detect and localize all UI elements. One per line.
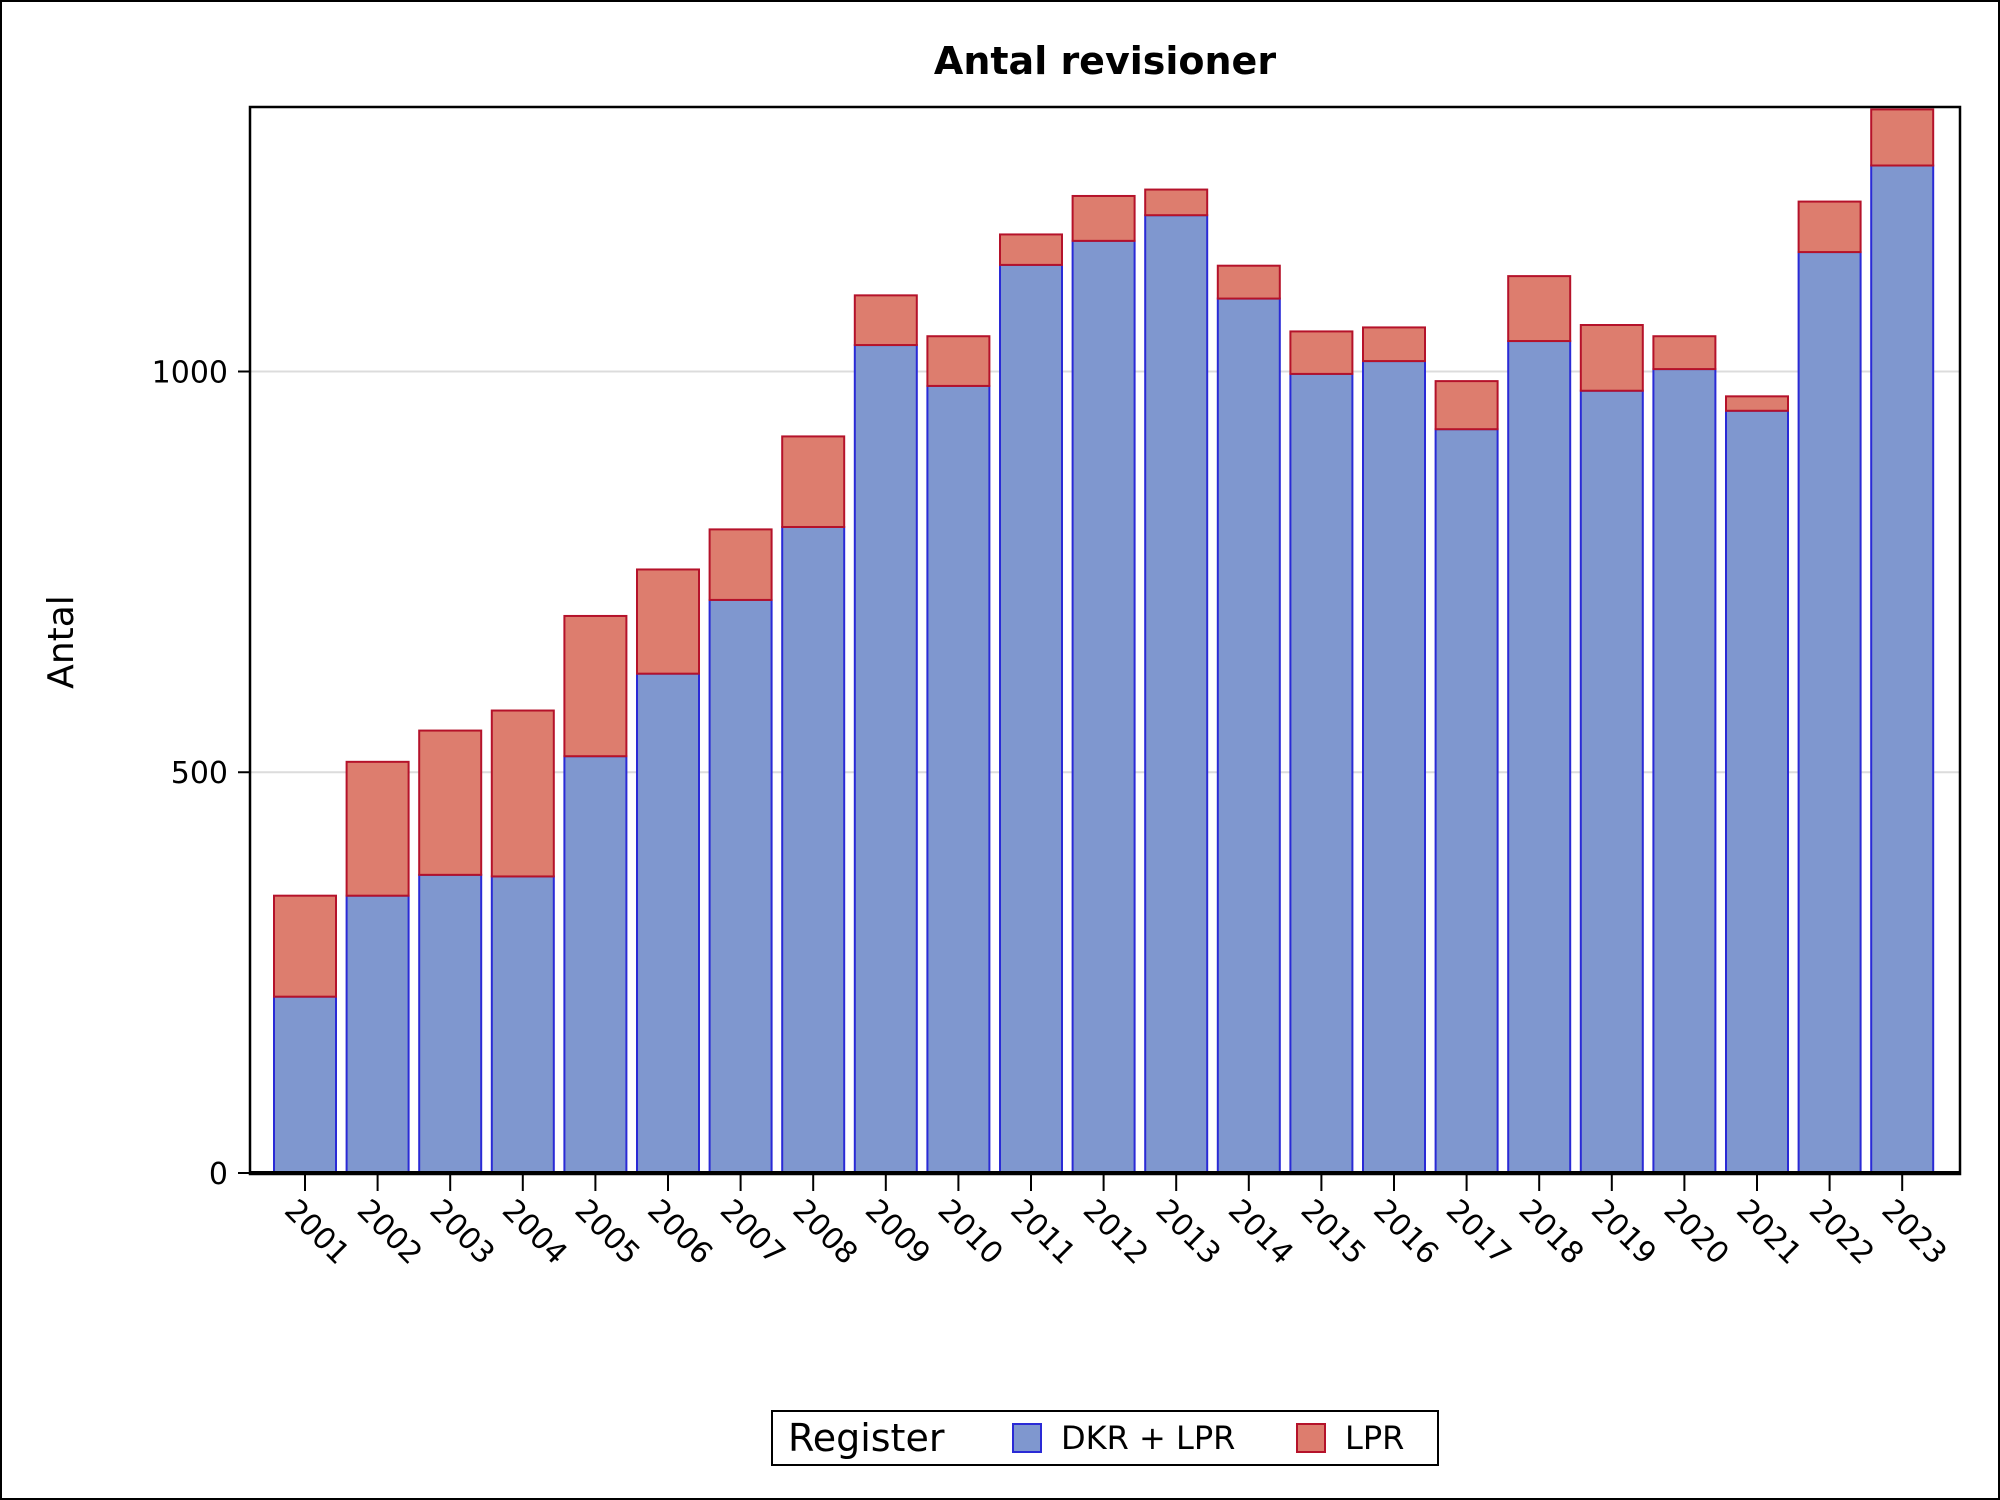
legend-label-lpr: LPR [1345, 1419, 1404, 1457]
bar-dkr-lpr [1579, 389, 1644, 1174]
bar-lpr [853, 294, 918, 347]
bar-dkr-lpr [1434, 428, 1499, 1174]
legend: Register DKR + LPR LPR [771, 1410, 1439, 1466]
x-tick-label: 2013 [1149, 1193, 1228, 1272]
y-tick-label: 500 [171, 756, 228, 791]
x-tick-label: 2018 [1512, 1193, 1591, 1272]
bar-dkr-lpr [1725, 409, 1789, 1175]
x-tick-label: 2004 [495, 1193, 574, 1272]
x-tick-label: 2003 [423, 1193, 502, 1272]
x-tick-label: 2015 [1294, 1193, 1373, 1272]
bars [273, 108, 1935, 1175]
bar-dkr-lpr [345, 894, 410, 1174]
x-tick-label: 2002 [350, 1193, 429, 1272]
x-tick-label: 2006 [640, 1193, 719, 1272]
legend-label-dkr-lpr: DKR + LPR [1061, 1419, 1235, 1457]
bar-dkr-lpr [563, 755, 628, 1174]
x-tick-label: 2010 [931, 1193, 1010, 1272]
bar-lpr [1144, 188, 1209, 217]
x-tick-label: 2008 [786, 1193, 865, 1272]
bar-lpr [636, 568, 700, 675]
bar-dkr-lpr [1797, 251, 1862, 1174]
bar-lpr [563, 614, 628, 758]
bar-lpr [999, 233, 1063, 266]
bar-dkr-lpr [490, 875, 555, 1174]
bar-lpr [926, 335, 991, 387]
legend-swatch-lpr [1296, 1423, 1326, 1453]
x-tick-label: 2005 [568, 1193, 647, 1272]
bar-dkr-lpr [1289, 372, 1354, 1174]
bar-dkr-lpr [708, 598, 773, 1174]
y-tick-label: 0 [209, 1157, 228, 1192]
chart-title: Antal revisioner [934, 39, 1276, 83]
x-tick-label: 2001 [277, 1193, 356, 1272]
bar-lpr [1434, 380, 1499, 431]
bar-dkr-lpr [273, 995, 337, 1175]
x-tick-label: 2020 [1657, 1193, 1736, 1272]
bar-dkr-lpr [781, 525, 846, 1174]
bar-lpr [273, 894, 337, 998]
x-tick-label: 2019 [1584, 1193, 1663, 1272]
bar-dkr-lpr [636, 672, 700, 1174]
bar-lpr [1507, 275, 1572, 343]
x-tick-label: 2009 [858, 1193, 937, 1272]
bar-lpr [1797, 200, 1862, 254]
x-tick-label: 2017 [1439, 1193, 1518, 1272]
bar-lpr [708, 528, 773, 601]
bar-lpr [490, 709, 555, 878]
x-tick-label: 2014 [1221, 1193, 1300, 1272]
legend-swatch-dkr-lpr [1012, 1423, 1042, 1453]
y-tick-label: 1000 [152, 355, 228, 390]
bar-dkr-lpr [1071, 239, 1136, 1174]
bar-dkr-lpr [999, 263, 1063, 1174]
legend-box [771, 1410, 1439, 1466]
x-tick-label: 2021 [1729, 1193, 1808, 1272]
legend-title: Register [788, 1416, 945, 1460]
bar-dkr-lpr [1507, 340, 1572, 1174]
bar-lpr [1362, 326, 1426, 363]
bar-dkr-lpr [418, 873, 483, 1174]
bar-lpr [1071, 194, 1136, 242]
bar-lpr [1652, 335, 1717, 371]
bar-lpr [1725, 395, 1789, 412]
bar-dkr-lpr [1652, 368, 1717, 1174]
bar-lpr [1579, 324, 1644, 392]
bar-dkr-lpr [1216, 297, 1281, 1174]
bar-dkr-lpr [1362, 360, 1426, 1174]
bar-dkr-lpr [1870, 164, 1935, 1175]
bar-lpr [1870, 108, 1935, 167]
bar-dkr-lpr [1144, 214, 1209, 1174]
x-tick-label: 2022 [1802, 1193, 1881, 1272]
bar-dkr-lpr [853, 344, 918, 1174]
y-axis-title: Antal [41, 595, 82, 689]
bar-lpr [781, 435, 846, 528]
bar-lpr [418, 729, 483, 876]
x-tick-label: 2007 [713, 1193, 792, 1272]
x-tick-label: 2012 [1076, 1193, 1155, 1272]
bar-lpr [1289, 330, 1354, 375]
bar-lpr [345, 760, 410, 897]
bar-dkr-lpr [926, 384, 991, 1175]
x-tick-label: 2016 [1366, 1193, 1445, 1272]
bar-lpr [1216, 264, 1281, 300]
x-tick-label: 2011 [1003, 1193, 1082, 1272]
x-tick-label: 2023 [1875, 1193, 1954, 1272]
